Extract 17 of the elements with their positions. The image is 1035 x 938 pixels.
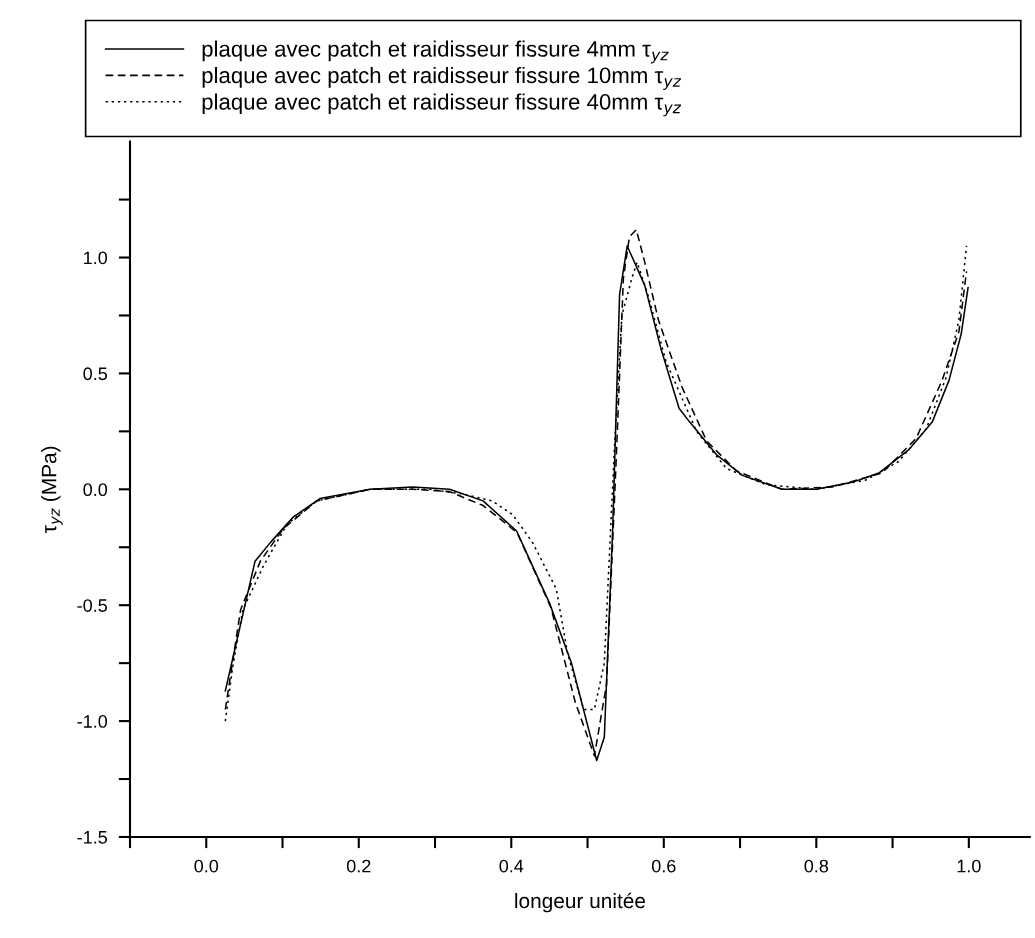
x-tick-label: 0.8	[804, 859, 829, 873]
x-tick-label: 0.6	[651, 859, 676, 873]
legend-label: plaque avec patch et raidisseur fissure 4mm τ$_{yz}$	[202, 40, 669, 64]
y-tick-label: -0.5	[77, 599, 108, 612]
y-tick-label: -1.5	[77, 831, 108, 844]
y-tick-label: 0.5	[83, 367, 108, 381]
legend-label: plaque avec patch et raidisseur fissure 10mm τ$_{yz}$	[202, 66, 682, 90]
y-tick-label: 1.0	[84, 251, 108, 265]
x-tick-label: 0.2	[346, 859, 371, 873]
x-axis-title: longeur unitée	[515, 892, 646, 913]
x-tick-label: 0.4	[499, 859, 524, 873]
y-axis-title: τ$_{yz}$ (MPa)	[41, 446, 63, 533]
legend-label: plaque avec patch et raidisseur fissure 40mm τ$_{yz}$	[202, 93, 682, 117]
x-tick-label: 1.0	[957, 859, 981, 873]
x-tick-label: 0.0	[194, 859, 219, 873]
y-tick-label: -1.0	[77, 715, 108, 728]
y-tick-label: 0.0	[83, 483, 108, 497]
